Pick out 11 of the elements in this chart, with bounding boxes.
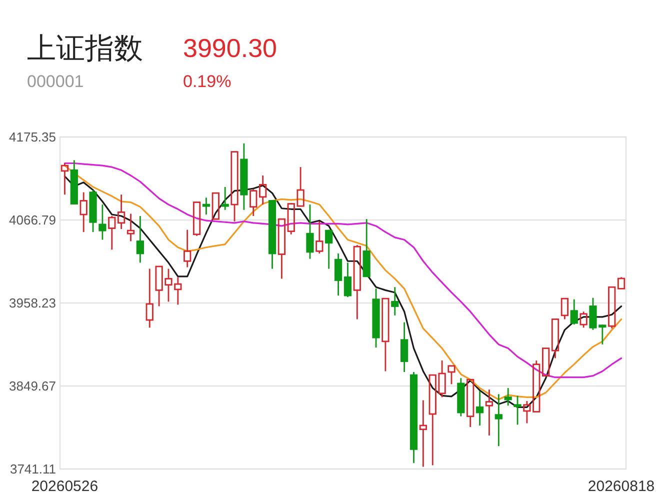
ytick: 4066.79 xyxy=(9,212,56,228)
annotation: 0.19% xyxy=(183,72,232,91)
xtick: 20260818 xyxy=(588,478,655,495)
subtitle: 000001 xyxy=(27,72,84,91)
annotation: 3990.30 xyxy=(183,33,277,63)
xtick: 20260526 xyxy=(31,478,98,495)
title: 上证指数 xyxy=(27,33,143,65)
ytick: 3741.11 xyxy=(10,462,56,476)
ytick: 3958.23 xyxy=(9,296,56,310)
ytick: 4175.35 xyxy=(9,130,56,144)
ytick: 3849.67 xyxy=(9,378,56,394)
